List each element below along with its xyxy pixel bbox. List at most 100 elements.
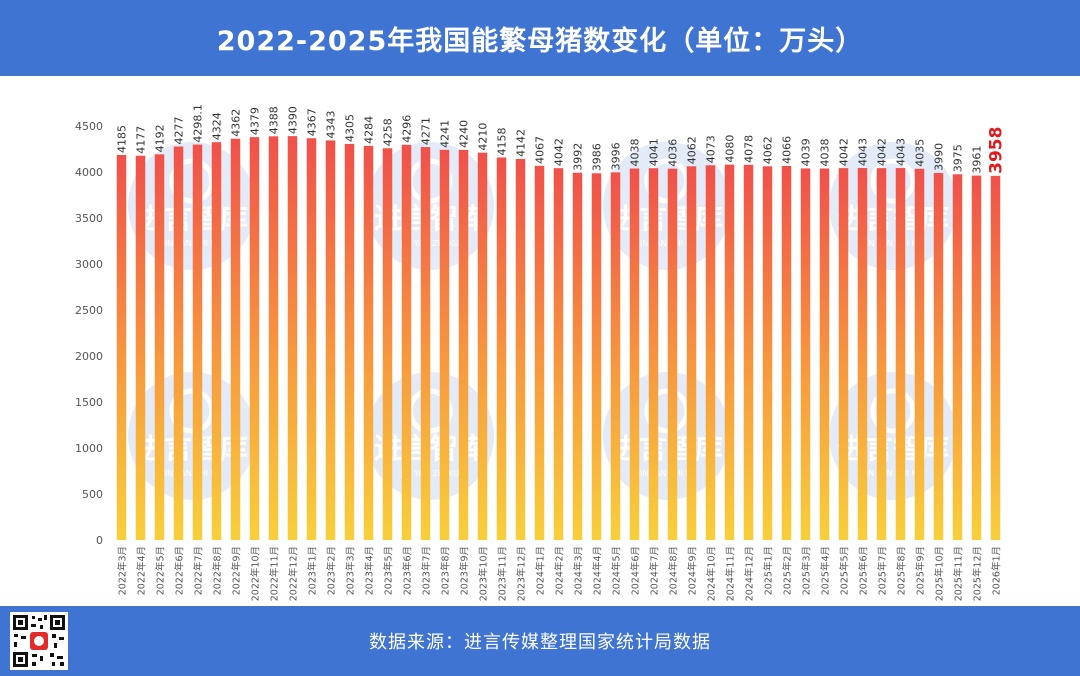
- x-tick-label: 2023年11月: [497, 546, 509, 601]
- x-tick-label: 2023年9月: [459, 546, 471, 595]
- value-label: 4258: [382, 118, 395, 146]
- value-label: 4367: [306, 108, 319, 136]
- bar: [686, 166, 697, 540]
- value-label: 4177: [135, 126, 148, 154]
- watermark-subtitle: JIN YAN ZHI KU: [162, 239, 222, 248]
- x-tick-label: 2025年6月: [858, 546, 870, 595]
- x-tick-label: 2023年7月: [421, 546, 433, 595]
- bar: [781, 165, 792, 540]
- footer-bar: 数据来源：进言传媒整理国家统计局数据: [0, 606, 1080, 676]
- watermark-brand: 进言智库: [611, 432, 723, 465]
- value-label: 4271: [420, 117, 433, 145]
- bar: [211, 142, 222, 540]
- bar: [762, 166, 773, 540]
- x-tick-label: 2022年10月: [250, 546, 262, 601]
- value-labels-group: 4185 4177 4192 4277 4298.1 4324 4362 4379 4388 43…: [116, 104, 1007, 174]
- watermark-subtitle: JIN YAN ZHI KU: [637, 469, 697, 478]
- watermark-brand: 进言智库: [136, 432, 248, 465]
- value-label: 3975: [952, 144, 965, 172]
- value-label: 4042: [838, 138, 851, 166]
- bar: [363, 145, 374, 540]
- watermark-emblem-icon: [870, 158, 916, 204]
- bar: [458, 149, 469, 541]
- value-label: 4038: [629, 139, 642, 167]
- bar: [743, 164, 754, 540]
- y-tick-label: 1000: [75, 442, 103, 455]
- chart-area: 进言智库 JIN YAN ZHI KU 进言智库 JIN YAN ZHI KU 进言智库…: [0, 76, 1080, 606]
- watermark-brand: 进言智库: [837, 202, 949, 235]
- bar: [496, 157, 507, 540]
- bar: [610, 172, 621, 541]
- x-tick-label: 2026年1月: [991, 546, 1003, 595]
- watermark-subtitle: JIN YAN ZHI KU: [637, 239, 697, 248]
- x-tick-label: 2023年4月: [364, 546, 376, 595]
- value-label: 4210: [477, 123, 490, 151]
- value-label: 3992: [572, 143, 585, 171]
- x-tick-label: 2022年4月: [136, 546, 148, 595]
- value-label: 4277: [173, 117, 186, 145]
- value-label: 4043: [895, 138, 908, 166]
- value-label: 4296: [401, 115, 414, 143]
- bar: [667, 168, 678, 541]
- y-tick-label: 2000: [75, 350, 103, 363]
- watermark-subtitle: JIN YAN ZHI KU: [863, 469, 923, 478]
- x-tick-label: 2025年2月: [782, 546, 794, 595]
- data-source-text: 数据来源：进言传媒整理国家统计局数据: [369, 632, 711, 653]
- value-label: 4343: [325, 110, 338, 138]
- bar: [268, 136, 279, 540]
- bar: [230, 138, 241, 541]
- y-tick-label: 4500: [75, 120, 103, 133]
- bar: [572, 172, 583, 540]
- value-label: 4284: [363, 116, 376, 144]
- x-tick-label: 2023年3月: [345, 546, 357, 595]
- qr-code-icon[interactable]: [10, 612, 68, 670]
- watermark-brand: 进言智库: [611, 202, 723, 235]
- watermark-brand: 进言智库: [136, 202, 248, 235]
- bar: [648, 168, 659, 540]
- bar: [515, 158, 526, 540]
- value-label: 4035: [914, 139, 927, 167]
- bar: [724, 164, 735, 540]
- x-tick-label: 2024年3月: [573, 546, 585, 595]
- bar: [135, 155, 146, 540]
- bar: [534, 165, 545, 540]
- value-label: 4062: [686, 136, 699, 164]
- x-tick-label: 2025年3月: [801, 546, 813, 595]
- bar: [249, 137, 260, 540]
- x-tick-label: 2024年10月: [706, 546, 718, 601]
- value-label: 4036: [667, 139, 680, 167]
- bar: [192, 144, 203, 540]
- x-tick-label: 2022年3月: [117, 546, 129, 595]
- value-label: 4305: [344, 114, 357, 142]
- x-tick-label: 2023年12月: [516, 546, 528, 601]
- watermark-emblem-icon: [870, 388, 916, 434]
- value-label: 4241: [439, 120, 452, 148]
- value-label: 4042: [553, 138, 566, 166]
- x-tick-label: 2025年12月: [972, 546, 984, 601]
- value-label: 4158: [496, 127, 509, 155]
- value-label: 4043: [857, 138, 870, 166]
- y-tick-label: 3000: [75, 258, 103, 271]
- x-tick-label: 2025年1月: [763, 546, 775, 595]
- value-label: 4038: [819, 139, 832, 167]
- bar: [629, 168, 640, 540]
- x-tick-label: 2023年1月: [307, 546, 319, 595]
- bar: [857, 168, 868, 540]
- value-label: 4388: [268, 106, 281, 134]
- bar: [116, 154, 127, 540]
- x-tick-label: 2024年12月: [744, 546, 756, 601]
- watermark-subtitle: JIN YAN ZHI KU: [162, 469, 222, 478]
- value-label: 4192: [154, 124, 167, 152]
- bar: [439, 149, 450, 540]
- x-tick-label: 2025年9月: [915, 546, 927, 595]
- value-label: 4362: [230, 109, 243, 137]
- value-label: 4185: [116, 125, 129, 153]
- y-tick-label: 4000: [75, 166, 103, 179]
- header-bar: 2022-2025年我国能繁母猪数变化（单位：万头）: [0, 0, 1080, 76]
- value-label: 3961: [971, 146, 984, 174]
- x-tick-label: 2022年5月: [155, 546, 167, 595]
- value-label: 4298.1: [192, 104, 205, 143]
- y-tick-label: 500: [82, 488, 103, 501]
- x-tick-label: 2022年12月: [288, 546, 300, 601]
- value-label: 4062: [762, 136, 775, 164]
